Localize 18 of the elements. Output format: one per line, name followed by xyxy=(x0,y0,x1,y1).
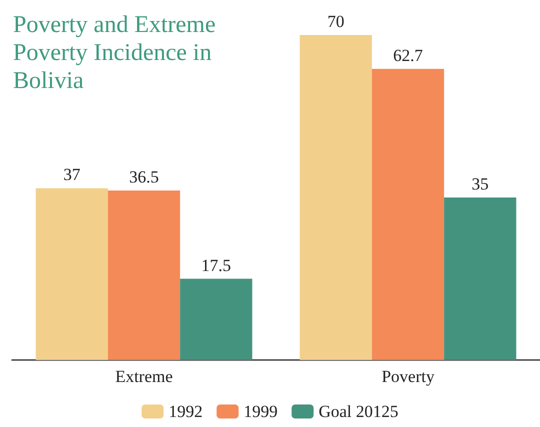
data-label: 37 xyxy=(63,165,81,184)
bar xyxy=(108,190,180,360)
chart-title: Poverty and Extreme Poverty Incidence in Bolivia xyxy=(13,12,222,94)
data-label: 17.5 xyxy=(201,256,232,275)
x-tick-label: Poverty xyxy=(382,367,435,386)
bar xyxy=(300,35,372,360)
bar xyxy=(180,278,252,360)
legend-label: 1999 xyxy=(244,402,278,421)
bar xyxy=(372,68,444,360)
data-label: 70 xyxy=(327,12,344,31)
bar xyxy=(444,198,516,360)
legend-label: 1992 xyxy=(168,402,203,421)
data-label: 62.7 xyxy=(393,46,424,65)
data-label: 36.5 xyxy=(129,168,159,187)
x-tick-label: Extreme xyxy=(115,367,173,386)
data-label: 35 xyxy=(472,174,489,194)
legend-label: Goal 20125 xyxy=(318,402,398,421)
bar xyxy=(36,188,108,360)
